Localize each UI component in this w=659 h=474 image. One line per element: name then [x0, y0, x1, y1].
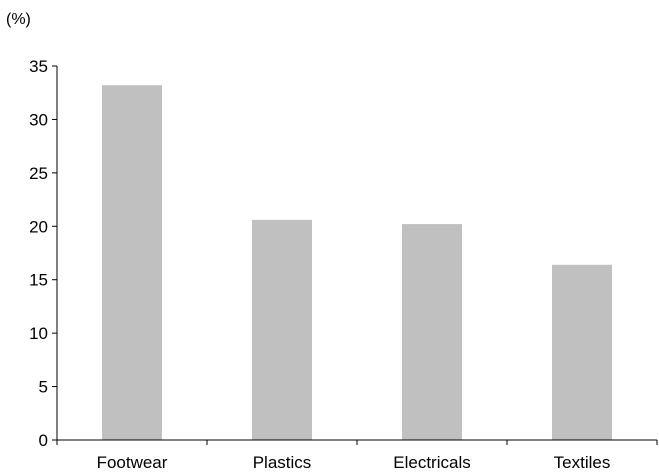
bar-electricals — [402, 224, 462, 440]
x-category-label: Electricals — [393, 453, 470, 472]
y-tick-label: 35 — [29, 57, 48, 76]
bars-group — [102, 85, 612, 440]
bar-footwear — [102, 85, 162, 440]
x-category-label: Textiles — [554, 453, 611, 472]
y-tick-label: 25 — [29, 164, 48, 183]
y-axis-unit-label: (%) — [6, 11, 31, 28]
y-tick-label: 20 — [29, 217, 48, 236]
bar-textiles — [552, 264, 612, 440]
y-tick-label: 30 — [29, 110, 48, 129]
bar-plastics — [252, 219, 312, 440]
ticks-group: 0 5 10 15 20 25 30 35 Footwear Plastics Electrical… — [29, 57, 658, 472]
x-category-label: Footwear — [97, 453, 168, 472]
x-category-label: Plastics — [253, 453, 312, 472]
y-tick-label: 0 — [39, 431, 48, 450]
y-tick-label: 10 — [29, 324, 48, 343]
y-tick-label: 5 — [39, 378, 48, 397]
y-tick-label: 15 — [29, 271, 48, 290]
